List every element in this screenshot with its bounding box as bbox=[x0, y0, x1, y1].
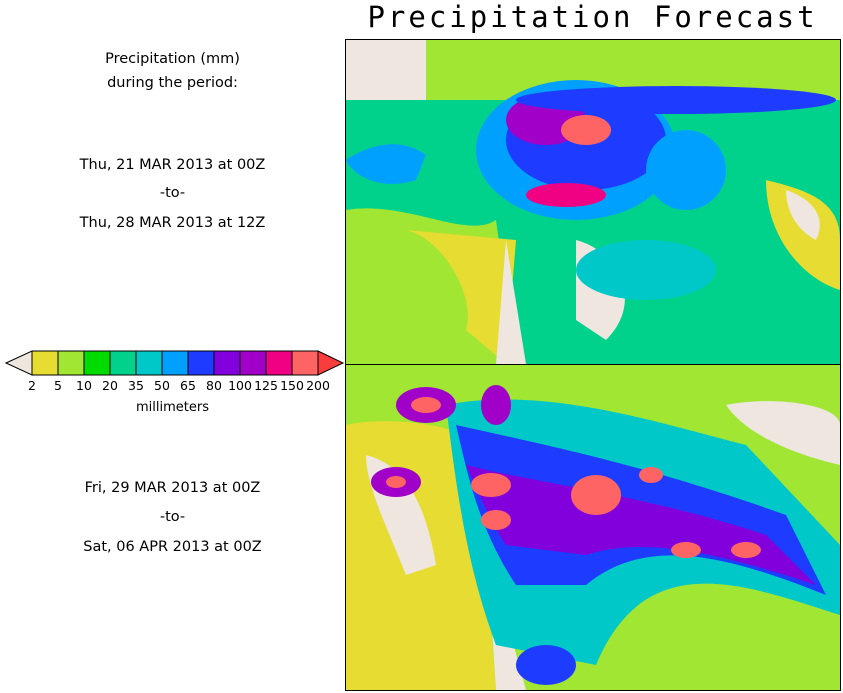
color-bar-low-arrow bbox=[5, 350, 33, 376]
color-bar-segment bbox=[109, 350, 137, 376]
period1-sep: -to- bbox=[159, 185, 186, 201]
tick-label: 150 bbox=[280, 378, 304, 393]
color-bar-segment bbox=[291, 350, 319, 376]
units-label: millimeters bbox=[136, 400, 209, 415]
forecast-map-period1 bbox=[345, 39, 841, 365]
color-bar-segment bbox=[57, 350, 85, 376]
color-bar-segment bbox=[213, 350, 241, 376]
color-bar-segment bbox=[265, 350, 293, 376]
tick-label: 125 bbox=[254, 378, 278, 393]
legend-heading-line2: during the period: bbox=[107, 75, 238, 91]
tick-label: 10 bbox=[76, 378, 92, 393]
period2-start: Fri, 29 MAR 2013 at 00Z bbox=[84, 480, 261, 496]
page-title: Precipitation Forecast bbox=[367, 0, 818, 34]
color-bar-high-arrow bbox=[317, 350, 345, 376]
tick-label: 100 bbox=[228, 378, 252, 393]
period1-end: Thu, 28 MAR 2013 at 12Z bbox=[79, 215, 266, 231]
tick-label: 5 bbox=[54, 378, 62, 393]
tick-label: 20 bbox=[102, 378, 118, 393]
legend-heading-line1: Precipitation (mm) bbox=[105, 51, 240, 67]
period1-start: Thu, 21 MAR 2013 at 00Z bbox=[79, 157, 266, 173]
color-bar-segment bbox=[83, 350, 111, 376]
color-bar-segment bbox=[187, 350, 215, 376]
precip-field-2 bbox=[346, 365, 840, 690]
color-bar bbox=[5, 350, 345, 376]
tick-label: 65 bbox=[180, 378, 196, 393]
color-bar-segment bbox=[31, 350, 59, 376]
period2-end: Sat, 06 APR 2013 at 00Z bbox=[83, 539, 262, 555]
precip-field-1 bbox=[346, 40, 840, 364]
tick-label: 35 bbox=[128, 378, 144, 393]
forecast-map-period2 bbox=[345, 364, 841, 691]
color-bar-segment bbox=[161, 350, 189, 376]
tick-label: 2 bbox=[28, 378, 36, 393]
tick-label: 80 bbox=[206, 378, 222, 393]
period2-sep: -to- bbox=[159, 509, 186, 525]
tick-label: 200 bbox=[306, 378, 330, 393]
color-bar-segment bbox=[135, 350, 163, 376]
color-bar-segment bbox=[239, 350, 267, 376]
tick-label: 50 bbox=[154, 378, 170, 393]
